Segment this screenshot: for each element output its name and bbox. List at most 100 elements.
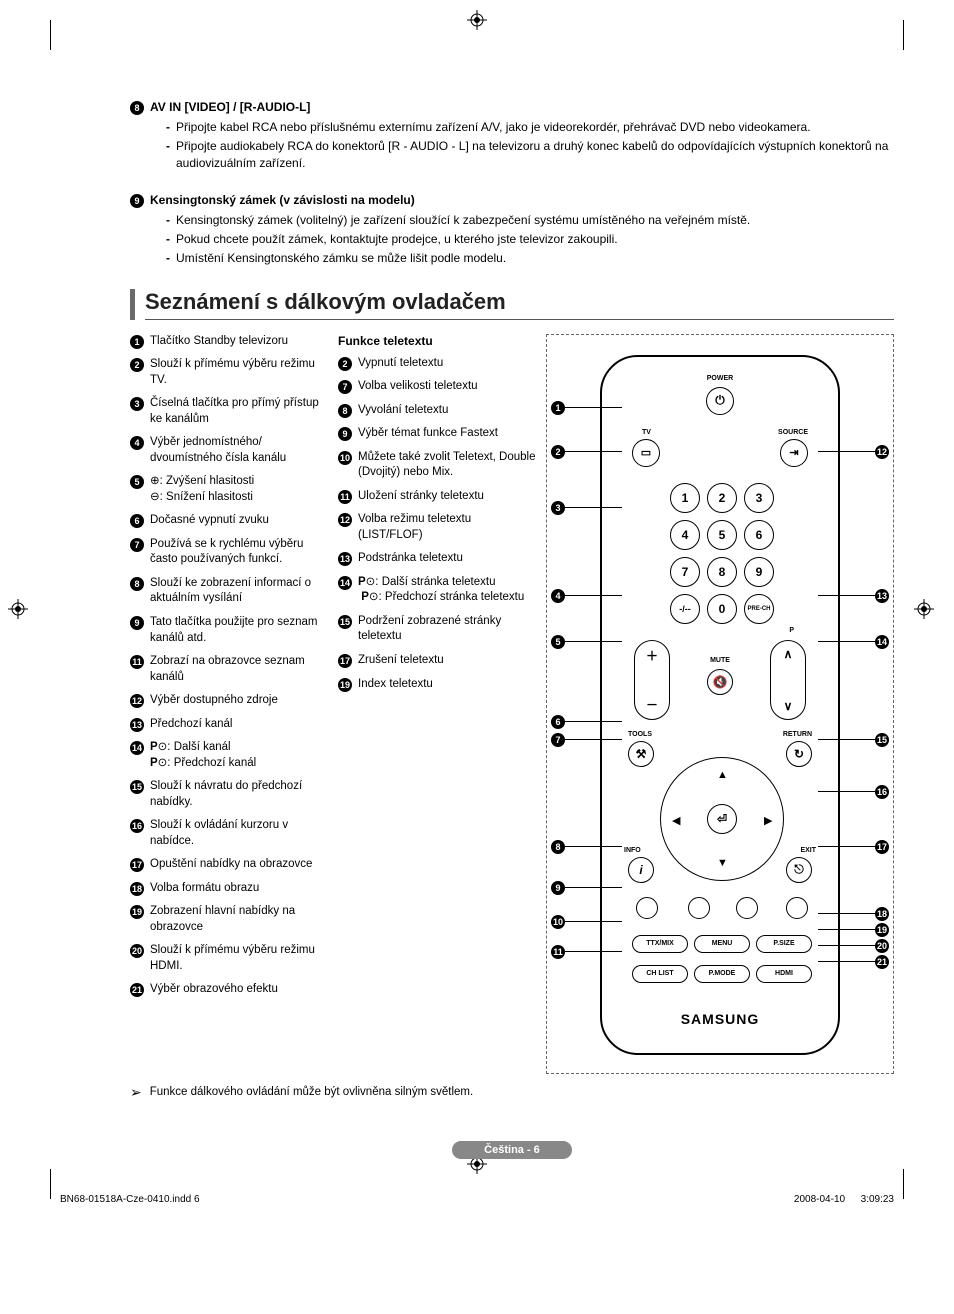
callout-line: [565, 721, 622, 722]
callout-line: [818, 846, 875, 847]
item-number-icon: 5: [130, 475, 144, 489]
page-content: 8AV IN [VIDEO] / [R-AUDIO-L]-Připojte ka…: [0, 20, 954, 1199]
section-title: AV IN [VIDEO] / [R-AUDIO-L]: [150, 100, 310, 114]
dash-button[interactable]: -/--: [670, 594, 700, 624]
callout-number-icon: 16: [875, 785, 889, 799]
info-button[interactable]: i: [628, 857, 654, 883]
blue-button[interactable]: [786, 897, 808, 919]
item-number-icon: 17: [130, 858, 144, 872]
teletext-item: 12Volba režimu teletextu (LIST/FLOF): [338, 512, 538, 543]
item-text: Tato tlačítka použijte pro seznam kanálů…: [150, 615, 330, 646]
item-text: Výběr témat funkce Fastext: [358, 426, 498, 442]
item-number-icon: 3: [130, 397, 144, 411]
dpad-up-icon: ▲: [717, 769, 728, 781]
return-button[interactable]: ↻: [786, 741, 812, 767]
item-text: Slouží k přímému výběru režimu TV.: [150, 357, 330, 388]
item-number-icon: 15: [338, 615, 352, 629]
function-item: 21Výběr obrazového efektu: [130, 982, 330, 998]
function-item: 8Slouží ke zobrazení informací o aktuáln…: [130, 576, 330, 607]
callout-left: 3: [551, 501, 622, 515]
tools-label: TOOLS: [628, 731, 652, 738]
item-text: Zobrazí na obrazovce seznam kanálů: [150, 654, 330, 685]
mute-button[interactable]: 🔇: [707, 669, 733, 695]
tools-button[interactable]: ⚒: [628, 741, 654, 767]
callout-left: 2: [551, 445, 622, 459]
num-3-button[interactable]: 3: [744, 483, 774, 513]
num-9-button[interactable]: 9: [744, 557, 774, 587]
menu-button[interactable]: MENU: [694, 935, 750, 953]
item-number-icon: 13: [338, 552, 352, 566]
item-text: Slouží k ovládání kurzoru v nabídce.: [150, 818, 330, 849]
item-number-icon: 19: [338, 678, 352, 692]
brand-label: SAMSUNG: [602, 1011, 838, 1027]
num-1-button[interactable]: 1: [670, 483, 700, 513]
chlist-button[interactable]: CH LIST: [632, 965, 688, 983]
callout-number-icon: 5: [551, 635, 565, 649]
item-text: Volba velikosti teletextu: [358, 379, 478, 395]
hdmi-button[interactable]: HDMI: [756, 965, 812, 983]
callout-left: 9: [551, 881, 622, 895]
source-label: SOURCE: [778, 429, 808, 436]
pre-ch-button[interactable]: PRE-CH: [744, 594, 774, 624]
ttxmix-button[interactable]: TTX/MIX: [632, 935, 688, 953]
callout-right: 14: [818, 635, 889, 649]
function-item: 13Předchozí kanál: [130, 717, 330, 733]
callout-left: 6: [551, 715, 622, 729]
callout-number-icon: 9: [551, 881, 565, 895]
teletext-item: 2Vypnutí teletextu: [338, 356, 538, 372]
pmode-button[interactable]: P.MODE: [694, 965, 750, 983]
yellow-button[interactable]: [736, 897, 758, 919]
page-footer: BN68-01518A-Cze-0410.indd 6 2008-04-10 3…: [60, 1194, 894, 1205]
function-item: 17Opuštění nabídky na obrazovce: [130, 857, 330, 873]
power-button[interactable]: ⏻: [706, 387, 734, 415]
channel-rocker[interactable]: ∧ ∨: [770, 640, 806, 720]
item-number-icon: 7: [130, 538, 144, 552]
exit-button[interactable]: ⎋: [786, 857, 812, 883]
callout-right: 17: [818, 840, 889, 854]
num-0-button[interactable]: 0: [707, 594, 737, 624]
green-button[interactable]: [688, 897, 710, 919]
callout-number-icon: 13: [875, 589, 889, 603]
callout-line: [565, 641, 622, 642]
psize-button[interactable]: P.SIZE: [756, 935, 812, 953]
item-text: Index teletextu: [358, 677, 433, 693]
num-2-button[interactable]: 2: [707, 483, 737, 513]
volume-rocker[interactable]: ＋ －: [634, 640, 670, 720]
callout-line: [818, 945, 875, 946]
callout-right: 19: [818, 923, 889, 937]
top-section: 8AV IN [VIDEO] / [R-AUDIO-L]-Připojte ka…: [130, 100, 894, 171]
callout-right: 15: [818, 733, 889, 747]
num-5-button[interactable]: 5: [707, 520, 737, 550]
callout-left: 4: [551, 589, 622, 603]
item-text: ⊕: Zvýšení hlasitosti⊖: Snížení hlasitos…: [150, 474, 254, 505]
item-number-icon: 12: [338, 513, 352, 527]
num-8-button[interactable]: 8: [707, 557, 737, 587]
item-number-icon: 9: [338, 427, 352, 441]
item-number-icon: 12: [130, 694, 144, 708]
num-6-button[interactable]: 6: [744, 520, 774, 550]
vol-down-icon: －: [646, 696, 658, 713]
dpad-enter-button[interactable]: ⏎: [707, 804, 737, 834]
item-text: Slouží k návratu do předchozí nabídky.: [150, 779, 330, 810]
red-button[interactable]: [636, 897, 658, 919]
item-number-icon: 6: [130, 514, 144, 528]
function-item: 16Slouží k ovládání kurzoru v nabídce.: [130, 818, 330, 849]
callout-right: 18: [818, 907, 889, 921]
num-7-button[interactable]: 7: [670, 557, 700, 587]
dpad-down-icon: ▼: [717, 857, 728, 869]
teletext-item: 14P⊙: Další stránka teletextu P⊙: Předch…: [338, 575, 538, 606]
callout-left: 11: [551, 945, 622, 959]
source-button[interactable]: ⇥: [780, 439, 808, 467]
teletext-item: 11Uložení stránky teletextu: [338, 489, 538, 505]
function-item: 19Zobrazení hlavní nabídky na obrazovce: [130, 904, 330, 935]
function-item: 1Tlačítko Standby televizoru: [130, 334, 330, 350]
item-number-icon: 18: [130, 882, 144, 896]
item-text: P⊙: Další stránka teletextu P⊙: Předchoz…: [358, 575, 524, 606]
item-text: Dočasné vypnutí zvuku: [150, 513, 269, 529]
tv-button[interactable]: ▭: [632, 439, 660, 467]
callout-line: [818, 451, 875, 452]
item-text: Uložení stránky teletextu: [358, 489, 484, 505]
callout-number-icon: 7: [551, 733, 565, 747]
num-4-button[interactable]: 4: [670, 520, 700, 550]
section-number-icon: 8: [130, 101, 144, 115]
